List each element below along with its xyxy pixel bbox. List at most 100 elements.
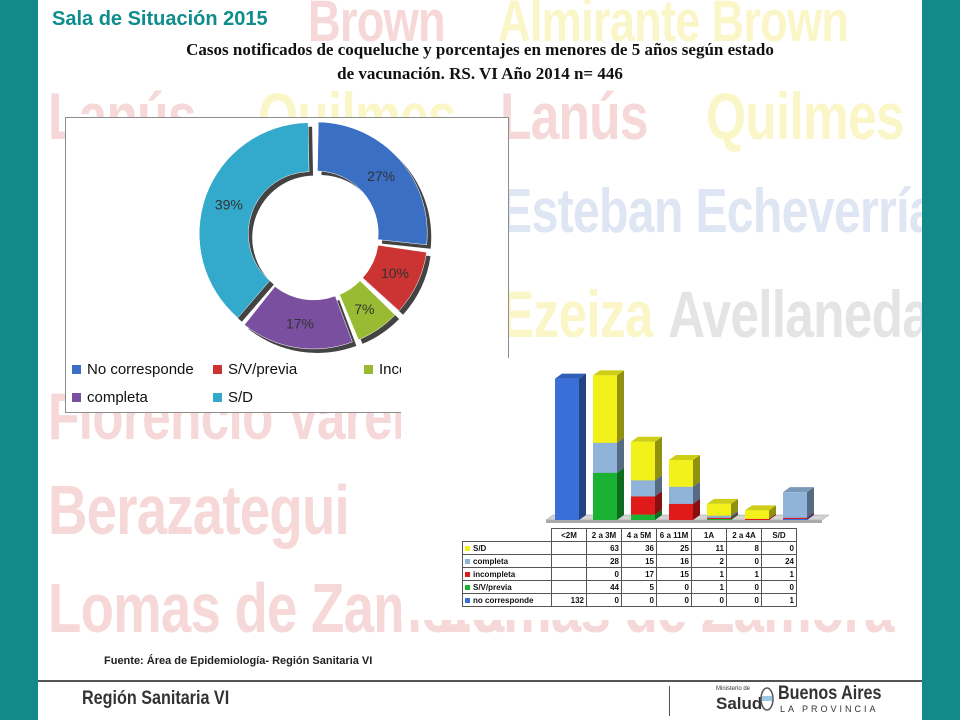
bar-top: [783, 487, 814, 493]
data-table: <2M 2 a 3M 4 a 5M 6 a 11M 1A 2 a 4A S/D S/D 63 36…: [462, 528, 797, 607]
table-header-cell: 2 a 3M: [586, 528, 622, 542]
legend-swatch: [213, 393, 222, 402]
legend-label: S/V/previa: [228, 361, 298, 378]
table-value-cell: 0: [726, 554, 762, 568]
bar-segment: [745, 518, 769, 520]
bar-top: [555, 373, 586, 379]
bar-segment: [783, 517, 807, 519]
bar-segment: [783, 492, 807, 518]
table-value-cell: 0: [761, 580, 797, 594]
table-value-cell: 15: [621, 554, 657, 568]
table-header-cell: S/D: [761, 528, 797, 542]
bar-side: [731, 510, 738, 518]
table-header-cell: 4 a 5M: [621, 528, 657, 542]
slice-label: 10%: [381, 265, 409, 281]
table-value-cell: 8: [726, 541, 762, 555]
table-row-label: completa: [462, 554, 552, 568]
table-value-cell: 1: [726, 567, 762, 581]
table-value-cell: 25: [656, 541, 692, 555]
legend-swatch: [465, 571, 470, 577]
subtitle-line-1: Casos notificados de coqueluche y porcen…: [186, 40, 774, 59]
table-value-cell: 1: [761, 567, 797, 581]
table-value-cell: 132: [551, 593, 587, 607]
table-value-cell: 11: [691, 541, 727, 555]
doughnut-slice: [317, 121, 428, 246]
watermark: Lanús: [500, 79, 648, 153]
legend-swatch: [213, 365, 222, 374]
table-row-label: incompleta: [462, 567, 552, 581]
bar-side: [731, 498, 738, 516]
bar-side: [693, 455, 700, 487]
legend-item-completa: completa: [72, 389, 148, 406]
bar-side: [807, 512, 814, 519]
table-value-cell: 2: [691, 554, 727, 568]
table-row: no corresponde 132 0 0 0 0 0 1: [462, 593, 797, 607]
bar-side: [617, 437, 624, 473]
bar-segment: [669, 460, 693, 487]
right-border: [922, 0, 960, 720]
bar-top: [669, 455, 700, 460]
watermark: Avellaneda: [668, 277, 922, 351]
bar-segment: [707, 503, 731, 516]
legend-swatch: [72, 393, 81, 402]
bar-segment: [631, 441, 655, 481]
table-value-cell: 1: [691, 567, 727, 581]
bar-side: [655, 475, 662, 497]
bar-side: [731, 513, 738, 520]
bar-side: [579, 373, 586, 520]
bar-segment: [669, 486, 693, 504]
doughnut-slice: [198, 122, 310, 319]
slide-subtitle: Casos notificados de coqueluche y porcen…: [38, 38, 922, 86]
bar-side: [807, 487, 814, 518]
legend-label: incompleta: [473, 569, 516, 579]
slide-content: Brown Almirante Brown Lanús Quilmes Lanú…: [38, 0, 922, 720]
legend-label: no corresponde: [473, 595, 534, 605]
table-value-cell: 0: [656, 593, 692, 607]
table-row-label: S/V/previa: [462, 580, 552, 594]
table-value-cell: 16: [656, 554, 692, 568]
logo-salud: Salud: [716, 694, 763, 713]
watermark: Quilmes: [706, 79, 904, 153]
bar-segment: [783, 518, 807, 520]
bar-top: [707, 498, 738, 504]
footer-region-name: Región Sanitaria VI: [82, 688, 230, 709]
bar-segment: [631, 496, 655, 515]
table-value-cell: [551, 554, 587, 568]
table-value-cell: 0: [621, 593, 657, 607]
table-value-cell: 0: [726, 593, 762, 607]
table-value-cell: [551, 580, 587, 594]
slide-title: Sala de Situación 2015: [52, 8, 268, 30]
table-row: S/V/previa 44 5 0 1 0 0: [462, 580, 797, 594]
table-row-label: no corresponde: [462, 593, 552, 607]
doughnut-slice: [339, 280, 396, 341]
legend-swatch: [465, 545, 470, 551]
chart-floor-edge: [546, 520, 822, 523]
table-row: incompleta 0 17 15 1 1 1: [462, 567, 797, 581]
table-value-cell: 0: [691, 593, 727, 607]
table-value-cell: 0: [726, 580, 762, 594]
bar-side: [655, 509, 662, 520]
legend-swatch: [72, 365, 81, 374]
shield-icon: [760, 687, 774, 711]
bar-side: [617, 467, 624, 520]
watermark: Esteban Echeverría: [500, 177, 922, 246]
footer-divider: [38, 680, 922, 682]
table-header-cell: 6 a 11M: [656, 528, 692, 542]
table-header-row: <2M 2 a 3M 4 a 5M 6 a 11M 1A 2 a 4A S/D: [463, 528, 797, 542]
source-note: Fuente: Área de Epidemiología- Región Sa…: [104, 655, 373, 667]
footer-separator: [669, 686, 670, 716]
table-header-cell: 2 a 4A: [726, 528, 762, 542]
legend-label: completa: [473, 556, 509, 566]
bar-top: [593, 370, 624, 376]
bar-side: [769, 513, 776, 520]
legend-item-no-corresponde: No corresponde: [72, 361, 194, 378]
logo-small-text: Ministerio de: [716, 686, 751, 692]
left-border: [0, 0, 38, 720]
doughnut-slice: [362, 244, 427, 312]
table-value-cell: 0: [586, 593, 622, 607]
table-value-cell: 15: [656, 567, 692, 581]
bar-svg: [545, 370, 830, 523]
table-row: completa 28 15 16 2 0 24: [462, 554, 797, 568]
bar-segment: [631, 514, 655, 520]
